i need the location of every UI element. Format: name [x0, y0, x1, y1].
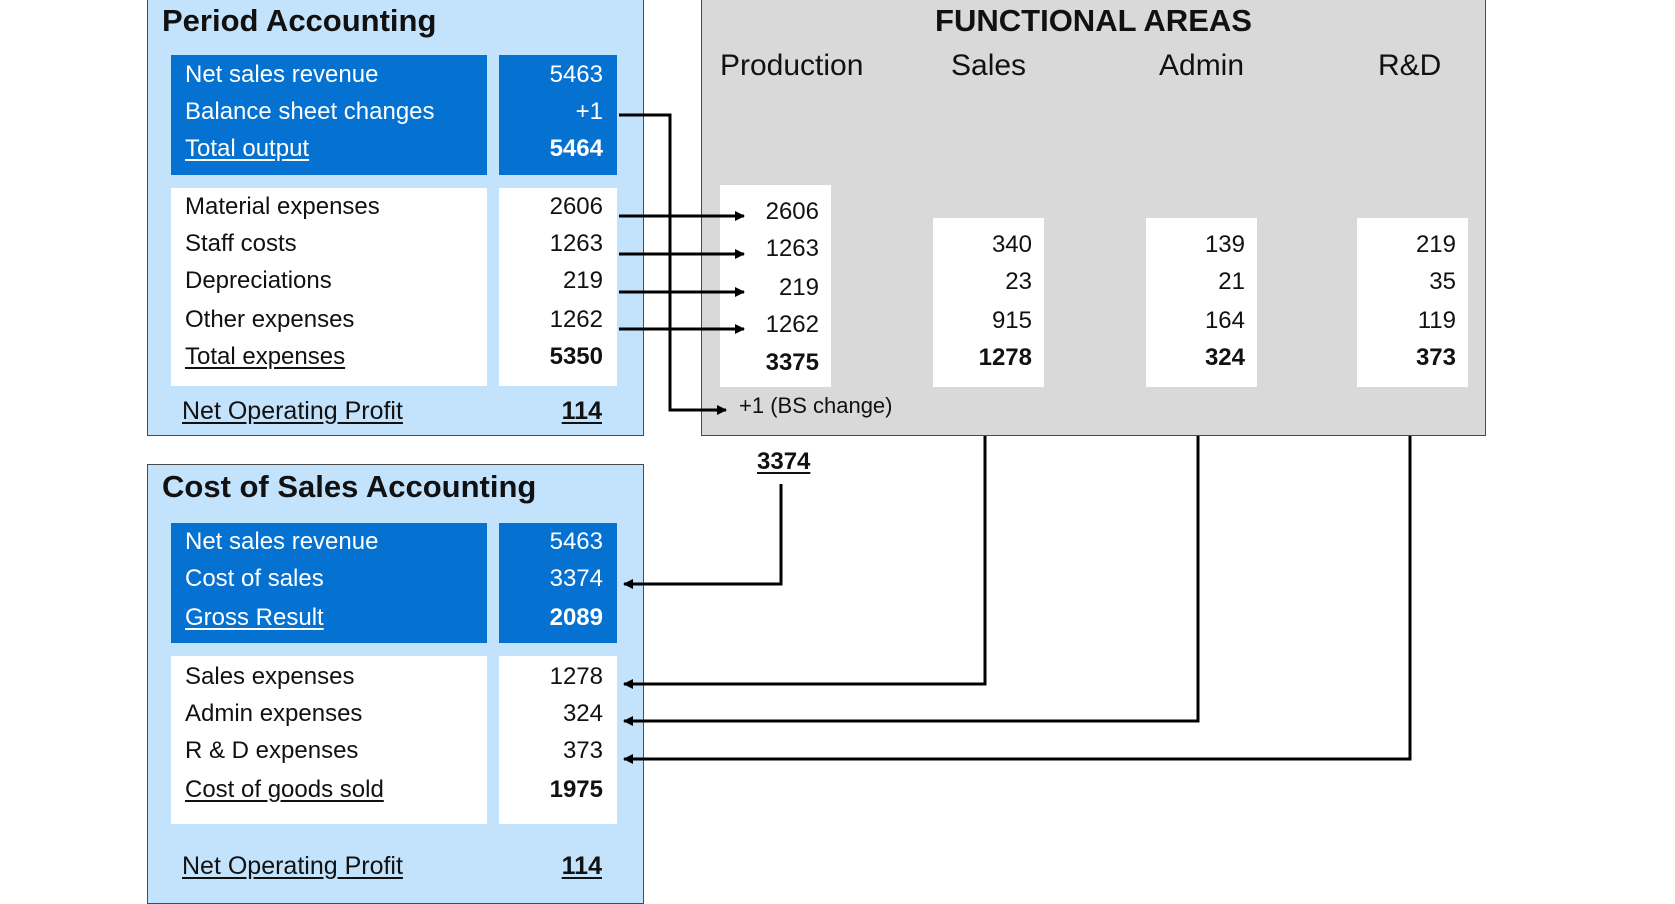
admin-to-admin-expenses-arrow [623, 436, 1200, 726]
material-expenses-label: Material expenses [185, 193, 380, 220]
rnd-material: 219 [1415, 231, 1456, 258]
cos-net-operating-profit-label: Net Operating Profit [182, 852, 403, 880]
cost-of-goods-sold-value: 1975 [549, 776, 603, 803]
sales-header: Sales [951, 49, 1027, 82]
production-staff: 1263 [765, 235, 819, 262]
cos-net-operating-profit-value: 114 [561, 852, 602, 880]
cost-of-sales-label: Cost of sales [185, 565, 324, 592]
sales-other: 915 [991, 307, 1032, 334]
admin-total: 324 [1204, 344, 1245, 371]
period-net-operating-profit-label: Net Operating Profit [182, 397, 403, 425]
rnd-header: R&D [1378, 49, 1442, 82]
production-header: Production [720, 49, 864, 82]
functional-areas-panel: FUNCTIONAL AREAS Production Sales Admin … [701, 0, 1486, 436]
cost-of-sales-panel: Cost of Sales Accounting Net sales reven… [147, 464, 644, 904]
rnd-other: 119 [1417, 307, 1456, 334]
admin-expenses-value: 324 [562, 700, 603, 727]
bs-change-label: +1 (BS change) [739, 393, 893, 418]
admin-staff: 21 [1218, 268, 1245, 295]
period-accounting-panel: Period Accounting Net sales revenue Bala… [147, 0, 644, 436]
cos-net-sales-revenue-value: 5463 [549, 528, 603, 555]
sales-total: 1278 [978, 344, 1032, 371]
cos-net-sales-revenue-label: Net sales revenue [185, 528, 379, 555]
sales-to-sales-expenses-arrow [623, 436, 987, 689]
cos-gross-labels: Net sales revenue Cost of sales Gross Re… [171, 523, 487, 643]
period-net-operating-profit-value: 114 [561, 397, 602, 425]
sales-staff: 23 [1005, 268, 1032, 295]
rnd-column: 219 35 119 373 [1357, 218, 1468, 387]
balance-sheet-changes-label: Balance sheet changes [185, 98, 435, 125]
balance-sheet-change-arrow [619, 113, 727, 415]
other-expenses-label: Other expenses [185, 306, 355, 333]
depreciations-value: 219 [562, 267, 603, 294]
total-expenses-value: 5350 [549, 343, 603, 370]
cos-gross-values: 5463 3374 2089 [499, 523, 617, 643]
cos-expense-labels: Sales expenses Admin expenses R & D expe… [171, 656, 487, 824]
cost-of-sales-value: 3374 [549, 565, 603, 592]
total-expenses-label: Total expenses [185, 343, 346, 370]
cost-of-sales-title: Cost of Sales Accounting [162, 469, 537, 504]
production-material: 2606 [765, 198, 819, 225]
admin-column: 139 21 164 324 [1146, 218, 1257, 387]
period-expense-labels: Material expenses Staff costs Depreciati… [171, 188, 487, 386]
other-expenses-value: 1262 [549, 306, 603, 333]
admin-expenses-label: Admin expenses [185, 700, 363, 727]
period-output-labels: Net sales revenue Balance sheet changes … [171, 55, 487, 175]
production-other: 1262 [765, 311, 819, 338]
cost-of-goods-sold-label: Cost of goods sold [185, 776, 384, 803]
admin-header: Admin [1159, 49, 1245, 82]
sales-expenses-label: Sales expenses [185, 663, 355, 690]
staff-costs-value: 1263 [549, 230, 603, 257]
production-depreciation: 219 [778, 274, 819, 301]
production-net-total: 3374 [757, 448, 811, 475]
total-output-value: 5464 [549, 135, 603, 162]
sales-material: 340 [991, 231, 1032, 258]
rnd-total: 373 [1415, 344, 1456, 371]
net-sales-revenue-value: 5463 [549, 61, 603, 88]
rnd-expenses-value: 373 [562, 737, 603, 764]
period-expense-values: 2606 1263 219 1262 5350 [499, 188, 617, 386]
period-output-values: 5463 +1 5464 [499, 55, 617, 175]
period-accounting-title: Period Accounting [162, 3, 437, 38]
rnd-to-rnd-expenses-arrow [623, 436, 1412, 764]
admin-other: 164 [1204, 307, 1245, 334]
balance-sheet-changes-value: +1 [575, 98, 603, 125]
sales-column: 340 23 915 1278 [933, 218, 1044, 387]
production-total: 3375 [765, 349, 819, 376]
rnd-expenses-label: R & D expenses [185, 737, 359, 764]
gross-result-value: 2089 [549, 604, 603, 631]
depreciations-label: Depreciations [185, 267, 332, 294]
rnd-staff: 35 [1429, 268, 1456, 295]
net-sales-revenue-label: Net sales revenue [185, 61, 379, 88]
production-to-cost-of-sales-arrow [623, 484, 783, 589]
admin-material: 139 [1204, 231, 1245, 258]
staff-costs-label: Staff costs [185, 230, 297, 257]
cos-expense-values: 1278 324 373 1975 [499, 656, 617, 824]
gross-result-label: Gross Result [185, 604, 324, 631]
total-output-label: Total output [185, 135, 310, 162]
functional-areas-title: FUNCTIONAL AREAS [935, 3, 1252, 38]
material-expenses-value: 2606 [549, 193, 603, 220]
sales-expenses-value: 1278 [549, 663, 603, 690]
